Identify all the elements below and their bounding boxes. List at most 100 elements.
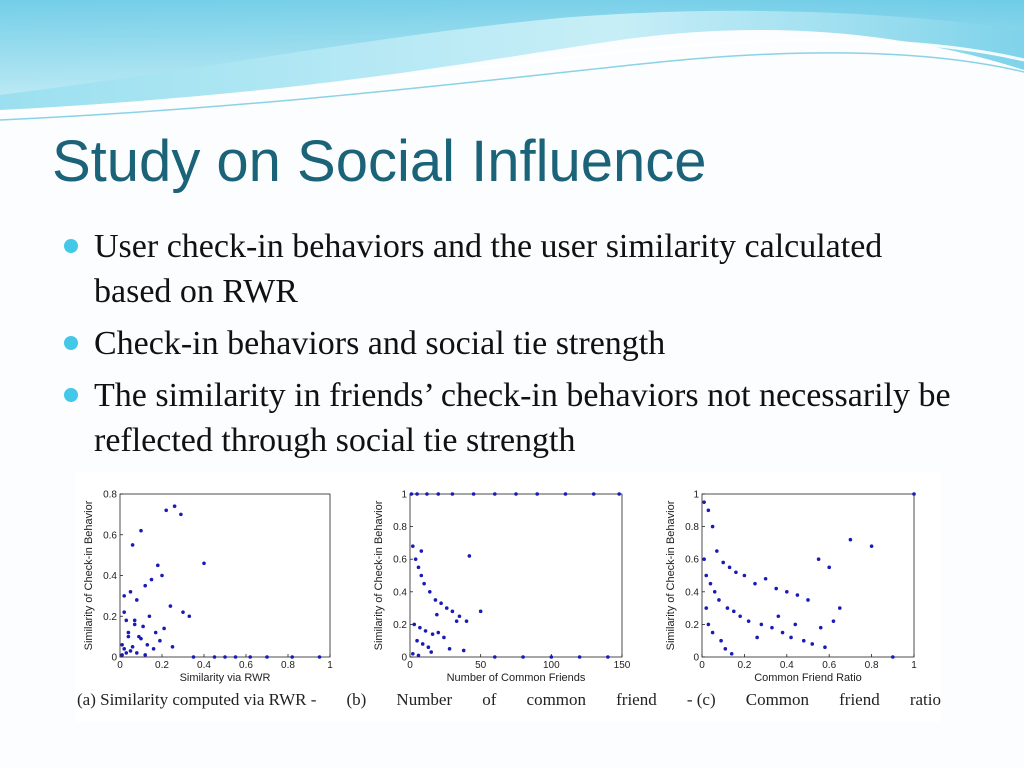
data-point [436, 630, 441, 635]
data-point [130, 645, 135, 649]
data-point [158, 638, 162, 643]
data-point [706, 622, 711, 627]
data-point [436, 492, 441, 496]
data-point [704, 573, 709, 578]
data-point [120, 642, 124, 647]
data-point [891, 655, 895, 659]
scatter-chart-1: 0 0.2 0.4 0.6 0.8 1 0 0.2 0.4 0.6 0.8 Similarity vi… [83, 490, 333, 685]
data-point [461, 648, 466, 653]
data-point [719, 638, 723, 643]
data-point [162, 626, 166, 631]
data-point [801, 638, 806, 643]
data-point [869, 544, 874, 548]
data-point [422, 581, 426, 586]
data-point [248, 655, 252, 659]
caption-part: (a) Similarity computed via RWR - [77, 690, 317, 709]
y-tick-label: 0.4 [393, 587, 407, 598]
caption-part: common [526, 690, 587, 709]
plot-frame [119, 493, 331, 658]
data-point [418, 625, 422, 630]
data-point [818, 625, 823, 630]
data-point [143, 653, 147, 657]
caption-part: Number [396, 690, 453, 709]
data-point [795, 593, 800, 597]
data-point [126, 634, 131, 639]
data-point [223, 655, 227, 659]
data-point [139, 528, 143, 533]
data-point [785, 590, 789, 594]
caption-part: friend [839, 690, 880, 709]
data-point [577, 655, 582, 659]
data-point [426, 645, 431, 650]
data-point [755, 635, 759, 640]
y-tick-label: 0.6 [685, 555, 699, 566]
data-point [202, 561, 206, 566]
y-tick-label: 0.2 [393, 620, 407, 631]
data-point [233, 655, 238, 659]
x-axis-label: Similarity via RWR [180, 672, 271, 684]
data-point [717, 598, 721, 602]
data-point [433, 598, 438, 602]
data-point [423, 629, 428, 633]
y-tick-label: 0.6 [393, 555, 407, 566]
data-point [143, 583, 147, 588]
data-point [912, 492, 916, 496]
x-tick-label: 150 [614, 660, 631, 671]
data-point [126, 630, 131, 635]
data-point [702, 500, 706, 504]
data-point [419, 573, 424, 578]
data-point [708, 581, 713, 586]
data-point [753, 581, 757, 586]
data-point [435, 612, 439, 617]
data-point [187, 614, 192, 619]
x-tick-label: 0.6 [239, 660, 253, 671]
y-tick-label: 0.2 [685, 620, 699, 631]
data-point [122, 594, 126, 598]
data-point [135, 651, 139, 655]
bullet-item: Check-in behaviors and social tie streng… [62, 321, 962, 366]
y-axis-label: Similarity of Check-in Behavior [665, 500, 677, 650]
data-point [409, 492, 414, 496]
data-point [430, 632, 435, 636]
data-point [729, 651, 734, 656]
data-point [810, 642, 815, 646]
data-point [514, 492, 518, 496]
figure-caption: (a) Similarity computed via RWR - (b) Nu… [77, 690, 941, 710]
data-point [725, 606, 730, 610]
data-point [617, 492, 621, 496]
data-point [447, 647, 452, 651]
data-point [124, 651, 129, 655]
data-point [156, 563, 160, 568]
bullet-item: The similarity in friends’ check-in beha… [62, 373, 962, 463]
scatter-figure: 0 0.2 0.4 0.6 0.8 1 0 0.2 0.4 0.6 0.8 Similarity vi… [75, 472, 941, 722]
data-point [132, 622, 137, 627]
data-point [471, 492, 476, 496]
data-point [439, 601, 443, 606]
data-point [848, 537, 853, 542]
data-point [827, 565, 831, 570]
data-point [416, 565, 421, 570]
data-point [151, 647, 156, 651]
y-tick-label: 0.8 [103, 490, 117, 501]
caption-part: ratio [909, 690, 941, 709]
y-tick-label: 0 [401, 653, 407, 664]
x-tick-label: 1 [911, 660, 917, 671]
data-point [265, 655, 269, 659]
y-tick-label: 0 [693, 653, 699, 664]
data-point [770, 625, 774, 630]
y-tick-label: 1 [401, 490, 407, 501]
data-point [450, 492, 455, 496]
data-point [478, 609, 483, 614]
data-point [413, 557, 418, 561]
data-point [132, 618, 137, 623]
data-point [723, 647, 728, 651]
data-point [738, 614, 742, 619]
bullet-item: User check-in behaviors and the user sim… [62, 224, 962, 314]
scatter-plots: 0 0.2 0.4 0.6 0.8 1 0 0.2 0.4 0.6 0.8 Similarity vi… [83, 490, 917, 685]
bullet-list: User check-in behaviors and the user sim… [62, 224, 962, 470]
data-point [139, 636, 143, 641]
x-tick-label: 0 [117, 660, 123, 671]
y-tick-label: 0.4 [685, 587, 699, 598]
x-tick-label: 0.8 [281, 660, 295, 671]
